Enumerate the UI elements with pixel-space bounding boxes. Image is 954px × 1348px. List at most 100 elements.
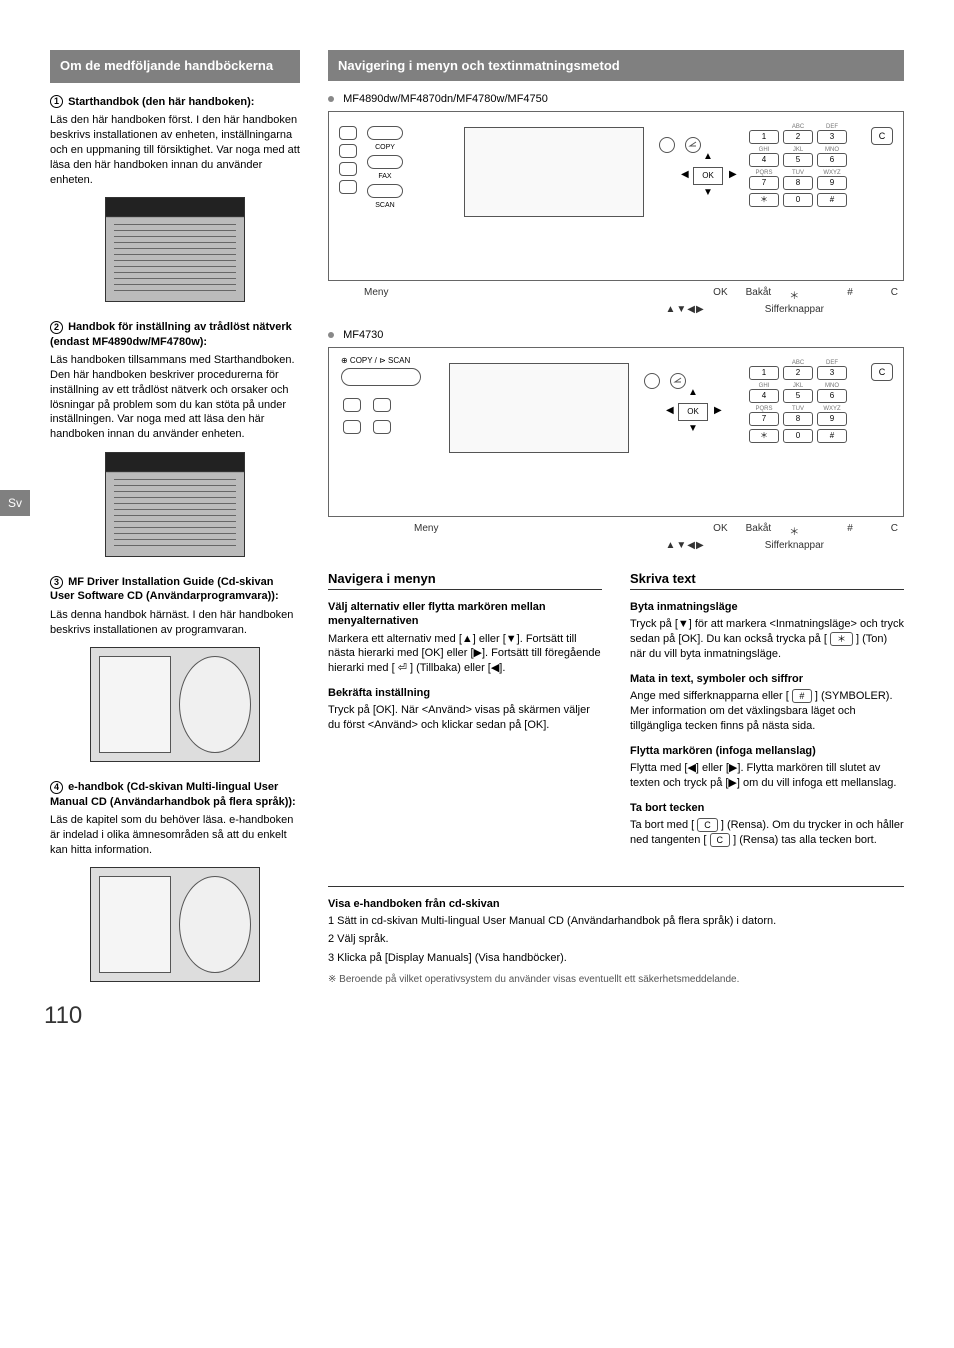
panel-nav-cluster: ▲ ◀ OK ▶ ▼ <box>644 373 744 453</box>
panel-labels-row2: ▲▼◀▶ Sifferknappar <box>328 540 904 551</box>
key-9: 9 <box>817 176 847 190</box>
page-container: Om de medföljande handböckerna 1 Startha… <box>50 50 904 1000</box>
text-p4-a: Ta bort med [ <box>630 819 694 831</box>
right-column: Navigering i menyn och textinmatningsmet… <box>328 50 904 1000</box>
scan-button <box>367 184 403 198</box>
key-6: 6 <box>817 389 847 403</box>
nav-title: Navigera i menyn <box>328 571 602 590</box>
text-p1-title: Byta inmatningsläge <box>630 600 904 614</box>
label-star: ＊ <box>789 287 799 302</box>
control-panel-diagram-1: COPY FAX SCAN ▲ ◀ OK ▶ ▼ <box>328 111 904 281</box>
key-0: 0 <box>783 193 813 207</box>
item1-title: 1 Starthandbok (den här handboken): <box>50 95 300 109</box>
mode-button <box>373 420 391 434</box>
item1-title-text: Starthandbok (den här handboken): <box>68 96 254 108</box>
nav-p1-title: Välj alternativ eller flytta markören me… <box>328 600 602 629</box>
mode-button <box>339 162 357 176</box>
nav-p2-body: Tryck på [OK]. När <Använd> visas på skä… <box>328 703 602 733</box>
key-3: 3 <box>817 366 847 380</box>
hash-key-icon: # <box>792 689 812 703</box>
mode-button <box>339 144 357 158</box>
copy-scan-label: ⊕ COPY / ⊳ SCAN <box>341 356 410 365</box>
panel-screen <box>464 127 644 217</box>
model-line-2-text: MF4730 <box>343 329 383 341</box>
item3-body: Läs denna handbok härnäst. I den här han… <box>50 608 300 638</box>
manual-image-3 <box>90 647 260 762</box>
nav-section: Navigera i menyn Välj alternativ eller f… <box>328 571 602 858</box>
mode-button <box>339 180 357 194</box>
panel-screen <box>449 363 629 453</box>
key-1: 1 <box>749 130 779 144</box>
key-7: 7 <box>749 176 779 190</box>
item3-title: 3 MF Driver Installation Guide (Cd-skiva… <box>50 575 300 604</box>
down-arrow-icon: ▼ <box>703 187 713 198</box>
panel-left-buttons: COPY FAX SCAN <box>339 122 449 240</box>
manual-image-4 <box>90 867 260 982</box>
label-c: C <box>891 523 898 538</box>
star-key-icon: ＊ <box>830 632 853 646</box>
text-p2-title: Mata in text, symboler och siffror <box>630 672 904 686</box>
circle-1-icon: 1 <box>50 95 63 108</box>
back-circle-icon <box>670 373 686 389</box>
key-5: 5 <box>783 389 813 403</box>
step-2: 2 Välj språk. <box>328 932 904 947</box>
control-panel-diagram-2: ⊕ COPY / ⊳ SCAN ▲ ◀ OK <box>328 347 904 517</box>
key-2: 2 <box>783 130 813 144</box>
ok-button: OK <box>678 403 708 421</box>
key-8: 8 <box>783 176 813 190</box>
manual-image-2 <box>105 452 245 557</box>
nav-circle-icon <box>659 137 675 153</box>
item3-title-text: MF Driver Installation Guide (Cd-skivan … <box>50 576 279 602</box>
key-4: 4 <box>749 389 779 403</box>
panel-keypad: ABCDEF 123 GHIJKLMNO 456 PQRSTUVWXYZ 789… <box>743 124 853 210</box>
scan-label: SCAN <box>367 202 403 209</box>
step-1: 1 Sätt in cd-skivan Multi-lingual User M… <box>328 914 904 929</box>
left-arrow-icon: ◀ <box>666 405 674 416</box>
text-p4-title: Ta bort tecken <box>630 801 904 815</box>
label-hash: # <box>847 523 853 538</box>
mode-button <box>343 420 361 434</box>
key-8: 8 <box>783 412 813 426</box>
nav-circle-icon <box>644 373 660 389</box>
label-hash: # <box>847 287 853 302</box>
key-2: 2 <box>783 366 813 380</box>
copy-label: COPY <box>367 144 403 151</box>
text-p1-body: Tryck på [▼] för att markera <Inmatnings… <box>630 617 904 662</box>
label-arrows: ▲▼◀▶ <box>666 304 705 315</box>
right-box-title: Navigering i menyn och textinmatningsmet… <box>328 50 904 81</box>
item4-title: 4 e-handbok (Cd-skivan Multi-lingual Use… <box>50 780 300 809</box>
text-p2-c: Mer information om det växlingsbara läge… <box>630 705 856 732</box>
key-hash: # <box>817 429 847 443</box>
text-p2-body: Ange med sifferknapparna eller [ # ] (SY… <box>630 689 904 734</box>
text-p2-a: Ange med sifferknapparna eller [ <box>630 690 789 702</box>
label-menu: Meny <box>414 523 438 538</box>
clear-button: C <box>871 127 893 145</box>
c-key-icon: C <box>697 818 718 832</box>
bottom-title: Visa e-handboken från cd-skivan <box>328 897 904 911</box>
down-arrow-icon: ▼ <box>688 423 698 434</box>
key-1: 1 <box>749 366 779 380</box>
back-circle-icon <box>685 137 701 153</box>
key-6: 6 <box>817 153 847 167</box>
text-title: Skriva text <box>630 571 904 590</box>
label-arrows: ▲▼◀▶ <box>666 540 705 551</box>
page-number: 110 <box>44 1002 82 1030</box>
label-back: Bakåt <box>746 523 772 538</box>
mode-button <box>343 398 361 412</box>
panel-keypad: ABCDEF 123 GHIJKLMNO 456 PQRSTUVWXYZ 789… <box>743 360 853 446</box>
fax-button <box>367 155 403 169</box>
model-line-1: MF4890dw/MF4870dn/MF4780w/MF4750 <box>328 93 904 105</box>
label-c: C <box>891 287 898 302</box>
text-p2-b: ] (SYMBOLER). <box>815 690 893 702</box>
text-p4-body: Ta bort med [ C ] (Rensa). Om du trycker… <box>630 818 904 848</box>
key-7: 7 <box>749 412 779 426</box>
language-tab: Sv <box>0 490 30 516</box>
text-section: Skriva text Byta inmatningsläge Tryck på… <box>630 571 904 858</box>
item1-body: Läs den här handboken först. I den här h… <box>50 113 300 187</box>
key-3: 3 <box>817 130 847 144</box>
label-back: Bakåt <box>746 287 772 302</box>
nav-p1-body: Markera ett alternativ med [▲] eller [▼]… <box>328 632 602 677</box>
fax-label: FAX <box>367 173 403 180</box>
label-numkeys: Sifferknappar <box>765 304 824 315</box>
mode-button <box>339 126 357 140</box>
